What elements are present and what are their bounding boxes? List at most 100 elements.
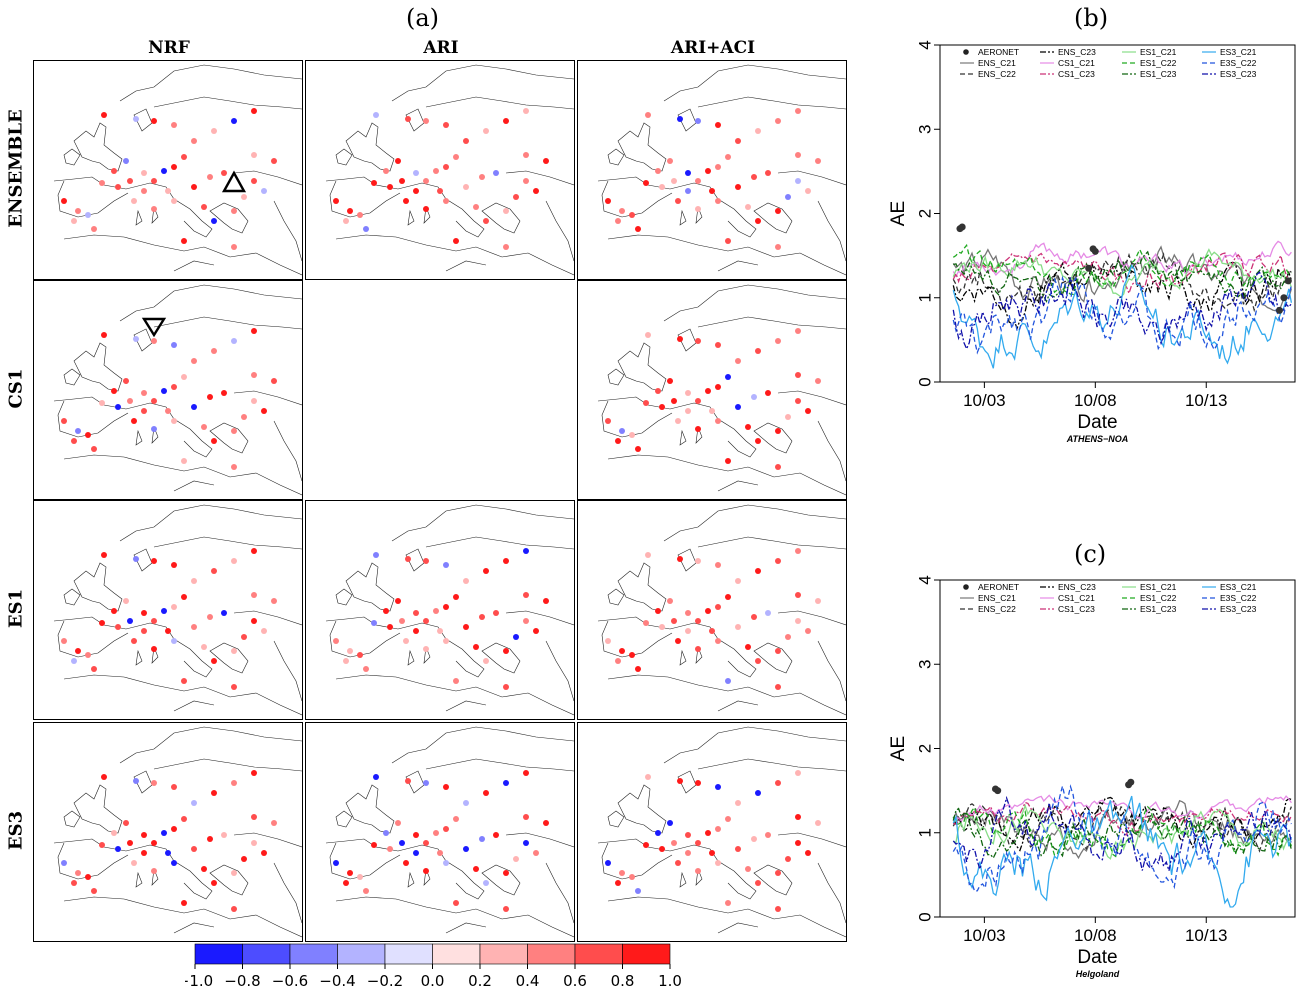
station-dot	[171, 860, 177, 866]
series-line-es1_c22	[952, 243, 1292, 296]
station-dot	[695, 780, 701, 786]
station-dot	[151, 206, 157, 212]
station-dot	[685, 188, 691, 194]
station-dot	[503, 244, 509, 250]
coastline	[607, 896, 846, 938]
series-line-cs1_c23	[953, 801, 1292, 836]
coastline	[73, 342, 123, 392]
coastline	[607, 368, 625, 386]
station-dot	[413, 628, 419, 634]
station-dot	[443, 122, 449, 128]
station-dot	[695, 868, 701, 874]
station-dot	[725, 900, 731, 906]
station-dot	[643, 842, 649, 848]
station-dot	[705, 608, 711, 614]
station-dot	[709, 850, 715, 856]
station-dot	[775, 464, 781, 470]
station-dot	[347, 870, 353, 876]
station-dot	[709, 408, 715, 414]
station-dot	[111, 388, 117, 394]
station-dot	[667, 378, 673, 384]
station-dot	[261, 628, 267, 634]
coastline	[717, 480, 759, 492]
station-dot	[745, 204, 751, 210]
station-dot	[433, 830, 439, 836]
station-dot	[605, 638, 611, 644]
station-dot	[443, 826, 449, 832]
station-dot	[513, 634, 519, 640]
station-dot	[735, 846, 741, 852]
aeronet-point	[1127, 778, 1135, 786]
station-dot	[347, 208, 353, 214]
coastline	[505, 610, 574, 626]
series-group	[952, 240, 1293, 369]
legend-label: ES3_C21	[1220, 47, 1257, 57]
station-dot	[383, 608, 389, 614]
station-dot	[433, 168, 439, 174]
aeronet-point	[1091, 247, 1099, 255]
station-dot	[615, 438, 621, 444]
coastline	[173, 700, 215, 712]
station-dot	[725, 238, 731, 244]
station-dot	[745, 424, 751, 430]
station-dot	[443, 164, 449, 170]
station-dot	[685, 832, 691, 838]
station-dot	[715, 784, 721, 790]
station-dot	[141, 832, 147, 838]
station-dot	[543, 598, 549, 604]
station-dot	[695, 646, 701, 652]
legend-label: ES1_C21	[1140, 582, 1177, 592]
station-dot	[371, 842, 377, 848]
station-dot	[619, 648, 625, 654]
station-dot	[795, 108, 801, 114]
station-dot	[725, 816, 731, 822]
station-dot	[463, 184, 469, 190]
series-line-es1_c23	[952, 807, 1293, 860]
colorbar-tick-label: 0.2	[468, 972, 492, 990]
station-dot	[667, 158, 673, 164]
station-dot	[667, 598, 673, 604]
map-canvas	[597, 64, 846, 276]
station-dot	[111, 168, 117, 174]
x-axis-label: Date	[1077, 947, 1117, 968]
coastline	[423, 206, 431, 224]
station-dot	[211, 128, 217, 134]
plot-frame	[939, 44, 1296, 383]
map-canvas	[597, 284, 846, 496]
coastline	[73, 562, 123, 612]
station-dot	[399, 840, 405, 846]
station-dot	[75, 648, 81, 654]
station-dot	[85, 432, 91, 438]
station-dot	[655, 388, 661, 394]
station-dot	[795, 618, 801, 624]
x-tick-label: 10/08	[1074, 926, 1117, 945]
station-dot	[695, 618, 701, 624]
colorbar-tick-label: 1.0	[658, 972, 682, 990]
coastline	[663, 504, 846, 542]
station-dot	[201, 204, 207, 210]
station-dot	[725, 154, 731, 160]
station-dot	[775, 780, 781, 786]
station-dot	[221, 170, 227, 176]
station-dot	[715, 418, 721, 424]
coastline	[817, 862, 846, 924]
station-dot	[171, 604, 177, 610]
panel-label-a: (a)	[406, 4, 440, 32]
station-dot	[413, 850, 419, 856]
station-dot	[171, 198, 177, 204]
station-dot	[523, 814, 529, 820]
station-dot	[399, 618, 405, 624]
station-dot	[493, 832, 499, 838]
station-dot	[533, 628, 539, 634]
station-dot	[423, 646, 429, 652]
coastline	[345, 562, 395, 612]
station-dot	[795, 548, 801, 554]
station-dot	[373, 774, 379, 780]
station-dot	[543, 158, 549, 164]
station-dot	[387, 184, 393, 190]
coastline	[119, 284, 302, 322]
station-dot	[191, 800, 197, 806]
station-dot	[251, 152, 257, 158]
station-dot	[413, 170, 419, 176]
